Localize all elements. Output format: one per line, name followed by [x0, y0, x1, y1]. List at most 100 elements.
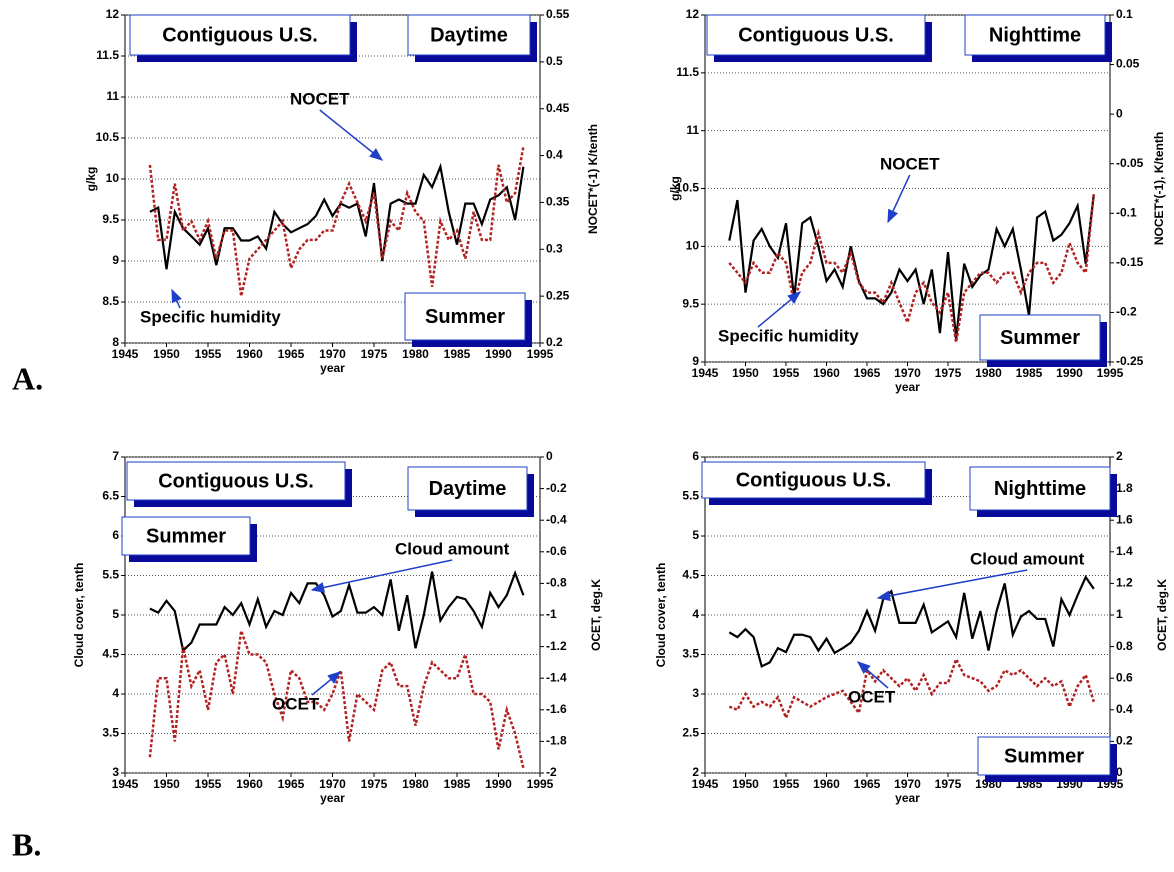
- y2-tick-label: 2: [1116, 449, 1123, 463]
- series-label: Specific humidity: [140, 307, 281, 326]
- y2-tick-label: -0.2: [546, 481, 567, 495]
- y-axis-title: g/kg: [84, 167, 98, 192]
- x-tick-label: 1950: [732, 777, 759, 791]
- x-tick-label: 1975: [935, 777, 962, 791]
- y2-axis-title: OCET, deg.K: [589, 579, 603, 651]
- series-line: [728, 656, 1095, 722]
- y2-tick-label: 0.25: [546, 288, 570, 302]
- y-tick-label: 3: [112, 765, 119, 779]
- box: [121, 516, 251, 556]
- annotation: Contiguous U.S.: [158, 470, 314, 492]
- series-arrow: [856, 661, 889, 689]
- y-tick-label: 5: [692, 528, 699, 542]
- y2-tick-label: 0.35: [546, 195, 570, 209]
- x-tick-label: 1980: [402, 777, 429, 791]
- y2-tick-label: -0.2: [1116, 305, 1137, 319]
- y2-tick-label: 0.2: [1116, 734, 1133, 748]
- y2-tick-label: -0.25: [1116, 354, 1144, 368]
- y-tick-label: 5: [112, 607, 119, 621]
- series-label: Cloud amount: [970, 549, 1085, 568]
- series-line: [149, 569, 525, 653]
- y-tick-label: 2: [692, 765, 699, 779]
- y-tick-label: 6: [692, 449, 699, 463]
- x-tick-label: 1955: [195, 777, 222, 791]
- annotation: Summer: [1000, 327, 1080, 349]
- x-tick-label: 1955: [773, 366, 800, 380]
- y2-tick-label: 0.55: [546, 7, 570, 21]
- y-tick-label: 10.5: [96, 130, 120, 144]
- annotation: Daytime: [430, 24, 508, 46]
- annotation: Contiguous U.S.: [736, 469, 892, 491]
- x-tick-label: 1965: [278, 777, 305, 791]
- series-arrow: [311, 671, 342, 696]
- y-tick-label: 12: [106, 7, 120, 21]
- x-tick-label: 1985: [444, 777, 471, 791]
- y-tick-label: 5.5: [682, 489, 699, 503]
- series-arrow: [887, 174, 911, 224]
- y-axis-title: Cloud cover, tenth: [654, 563, 668, 668]
- y2-tick-label: 0: [546, 449, 553, 463]
- y-tick-label: 8: [112, 335, 119, 349]
- y-tick-label: 3: [692, 686, 699, 700]
- x-tick-label: 1955: [195, 347, 222, 361]
- y2-tick-label: -1.6: [546, 702, 567, 716]
- x-tick-label: 1990: [1056, 366, 1083, 380]
- x-tick-label: 1980: [402, 347, 429, 361]
- y2-axis-title: OCET, deg.K: [1155, 579, 1169, 651]
- annotation: Summer: [425, 306, 505, 328]
- y2-tick-label: 0.6: [1116, 670, 1133, 684]
- y2-tick-label: -0.4: [546, 512, 567, 526]
- y-tick-label: 12: [686, 7, 700, 21]
- y2-tick-label: -1.2: [546, 639, 567, 653]
- box: [126, 461, 346, 501]
- box: [407, 14, 531, 56]
- y-tick-label: 11.5: [676, 65, 699, 79]
- y2-tick-label: 0.1: [1116, 7, 1133, 21]
- x-tick-label: 1985: [444, 347, 471, 361]
- y-tick-label: 10.5: [676, 181, 700, 195]
- x-tick-label: 1965: [854, 366, 881, 380]
- y-tick-label: 10: [686, 239, 700, 253]
- x-tick-label: 1990: [485, 347, 512, 361]
- x-tick-label: 1960: [236, 347, 263, 361]
- y-tick-label: 9: [692, 354, 699, 368]
- x-tick-label: 1995: [527, 347, 554, 361]
- y-tick-label: 3.5: [682, 647, 699, 661]
- y-tick-label: 4.5: [102, 647, 119, 661]
- y2-tick-label: 0.5: [546, 54, 563, 68]
- x-tick-label: 1970: [894, 366, 921, 380]
- y2-tick-label: 0.4: [1116, 702, 1133, 716]
- y2-tick-label: -1.4: [546, 670, 567, 684]
- x-tick-label: 1970: [319, 777, 346, 791]
- box: [979, 314, 1101, 361]
- y-axis-title: g/kg: [668, 176, 682, 201]
- x-tick-label: 1985: [1016, 366, 1043, 380]
- y2-tick-label: 1: [1116, 607, 1123, 621]
- y2-tick-label: -1.8: [546, 734, 567, 748]
- series-line: [728, 193, 1096, 343]
- y2-tick-label: 1.4: [1116, 544, 1133, 558]
- y2-tick-label: -2: [546, 765, 557, 779]
- annotation: Nighttime: [994, 478, 1086, 500]
- x-tick-label: 1995: [1097, 366, 1124, 380]
- x-axis-title: year: [320, 361, 345, 375]
- x-tick-label: 1990: [485, 777, 512, 791]
- y-tick-label: 11.5: [96, 48, 119, 62]
- x-tick-label: 1975: [361, 777, 388, 791]
- box: [129, 14, 351, 56]
- y2-axis-title: NOCET*(-1) K/tenth: [586, 124, 600, 234]
- y-tick-label: 4: [692, 607, 699, 621]
- series-arrow: [319, 109, 384, 161]
- x-tick-label: 1960: [813, 777, 840, 791]
- y-tick-label: 8.5: [102, 294, 119, 308]
- x-tick-label: 1955: [773, 777, 800, 791]
- x-tick-label: 1960: [236, 777, 263, 791]
- annotation: Contiguous U.S.: [738, 24, 894, 46]
- series-arrow: [310, 559, 453, 593]
- y-tick-label: 6.5: [102, 489, 119, 503]
- y2-tick-label: -0.8: [546, 576, 567, 590]
- x-tick-label: 1950: [153, 777, 180, 791]
- series-line: [149, 162, 525, 270]
- series-arrow: [757, 291, 802, 328]
